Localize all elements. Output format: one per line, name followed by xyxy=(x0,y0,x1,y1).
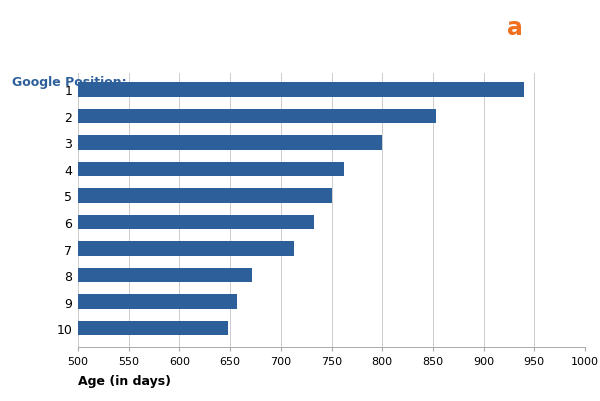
Text: Google Position:: Google Position: xyxy=(12,75,127,88)
Bar xyxy=(78,162,344,177)
Bar xyxy=(78,189,331,203)
Text: Average age of the page (# of days) in Google Top 10 results: Average age of the page (# of days) in G… xyxy=(9,20,560,35)
Bar xyxy=(78,83,524,97)
X-axis label: Age (in days): Age (in days) xyxy=(78,374,171,387)
Bar xyxy=(78,242,294,256)
Bar xyxy=(78,268,253,283)
Bar xyxy=(78,321,228,336)
Text: hrefs: hrefs xyxy=(524,16,593,40)
Text: a: a xyxy=(507,16,523,40)
Bar xyxy=(78,109,436,124)
Bar xyxy=(78,215,314,230)
Bar xyxy=(78,295,237,309)
Bar xyxy=(78,136,382,150)
